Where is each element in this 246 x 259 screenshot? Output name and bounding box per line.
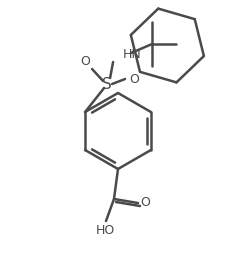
Text: O: O [140, 197, 150, 210]
Text: HO: HO [95, 224, 115, 236]
Text: O: O [129, 73, 139, 85]
Text: O: O [80, 54, 90, 68]
Text: S: S [102, 76, 112, 91]
Text: HN: HN [123, 47, 142, 61]
